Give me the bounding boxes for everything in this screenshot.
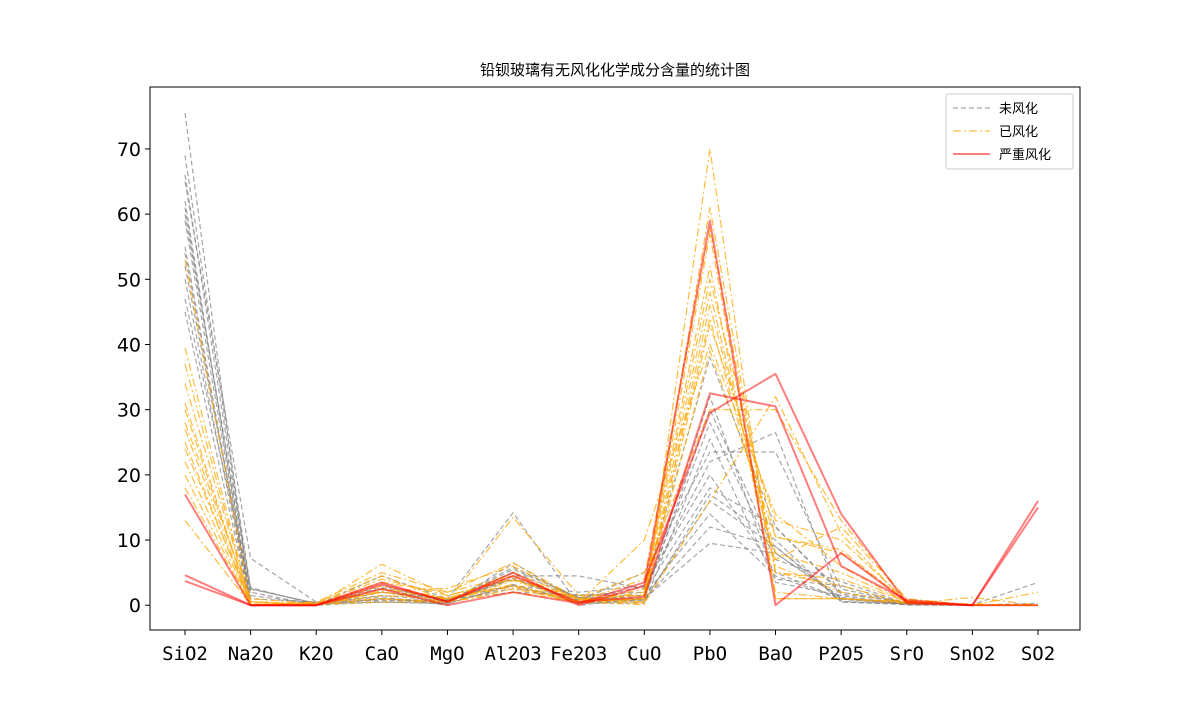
x-tick-label: Fe2O3	[550, 643, 607, 665]
y-tick-label: 50	[117, 269, 141, 291]
y-tick-label: 70	[117, 139, 141, 161]
plot-frame	[149, 86, 1081, 631]
series-line-2	[184, 181, 1038, 606]
x-tick-label: PbO	[693, 643, 727, 665]
series-line-18	[184, 207, 1038, 606]
series-line-15	[184, 317, 1038, 606]
chart-title: 铅钡玻璃有无风化化学成分含量的统计图	[480, 61, 750, 79]
series-line-6	[184, 266, 1038, 606]
x-tick-label: SrO	[890, 643, 924, 665]
series-line-29	[184, 392, 1039, 607]
series-line-25	[184, 324, 1038, 606]
legend-label: 已风化	[999, 125, 1038, 140]
series-line-11	[184, 253, 1038, 606]
series-line-28	[184, 219, 1039, 607]
series-line-22	[184, 278, 1038, 606]
series-line-13	[184, 220, 1038, 606]
legend-box	[945, 93, 1074, 170]
series-line-3	[184, 201, 1038, 606]
series-line-26	[184, 396, 1039, 606]
series-line-8	[184, 311, 1038, 606]
y-tick-label: 10	[117, 530, 141, 552]
series-line-16	[184, 304, 1038, 606]
series-line-19	[184, 148, 1038, 606]
legend-label: 未风化	[999, 102, 1038, 117]
series-line-12	[184, 298, 1038, 606]
legend-label: 严重风化	[999, 147, 1051, 163]
x-tick-label: P2O5	[818, 643, 864, 665]
x-tick-label: CuO	[627, 643, 661, 665]
axes: SiO2 Na2O K2O CaO MgO Al2O3 Fe2O3 CuO PbO BaO P2O5…	[117, 139, 1055, 665]
y-tick-label: 60	[117, 204, 141, 226]
y-tick-label: 30	[117, 400, 141, 422]
series-line-5	[184, 246, 1039, 606]
series-line-27	[184, 265, 1038, 606]
series-line-17	[184, 226, 1038, 606]
x-tick-label: Na2O	[228, 643, 274, 665]
series-line-20	[184, 233, 1039, 606]
series-line-23	[184, 409, 1039, 606]
series-line-9	[184, 174, 1038, 606]
x-tick-label: BaO	[758, 643, 792, 665]
x-tick-label: SnO2	[950, 643, 996, 665]
series-line-1	[184, 155, 1038, 606]
series-line-4	[184, 213, 1038, 606]
x-tick-label: K2O	[299, 643, 333, 665]
x-tick-label: SiO2	[162, 643, 208, 665]
y-tick-label: 40	[117, 334, 141, 356]
series-line-10	[184, 207, 1038, 606]
series-line-7	[184, 279, 1038, 606]
y-tick-label: 0	[129, 595, 141, 617]
x-tick-label: CaO	[365, 643, 399, 665]
y-tick-label: 20	[117, 465, 141, 487]
series-line-0	[184, 113, 1039, 606]
series-layer	[184, 113, 1039, 607]
x-tick-label: Al2O3	[484, 643, 541, 665]
series-line-30	[184, 372, 1038, 607]
x-tick-label: SO2	[1021, 643, 1055, 665]
series-line-21	[184, 343, 1038, 606]
series-line-14	[184, 259, 1038, 606]
series-line-24	[184, 291, 1038, 606]
x-tick-label: MgO	[430, 643, 464, 665]
